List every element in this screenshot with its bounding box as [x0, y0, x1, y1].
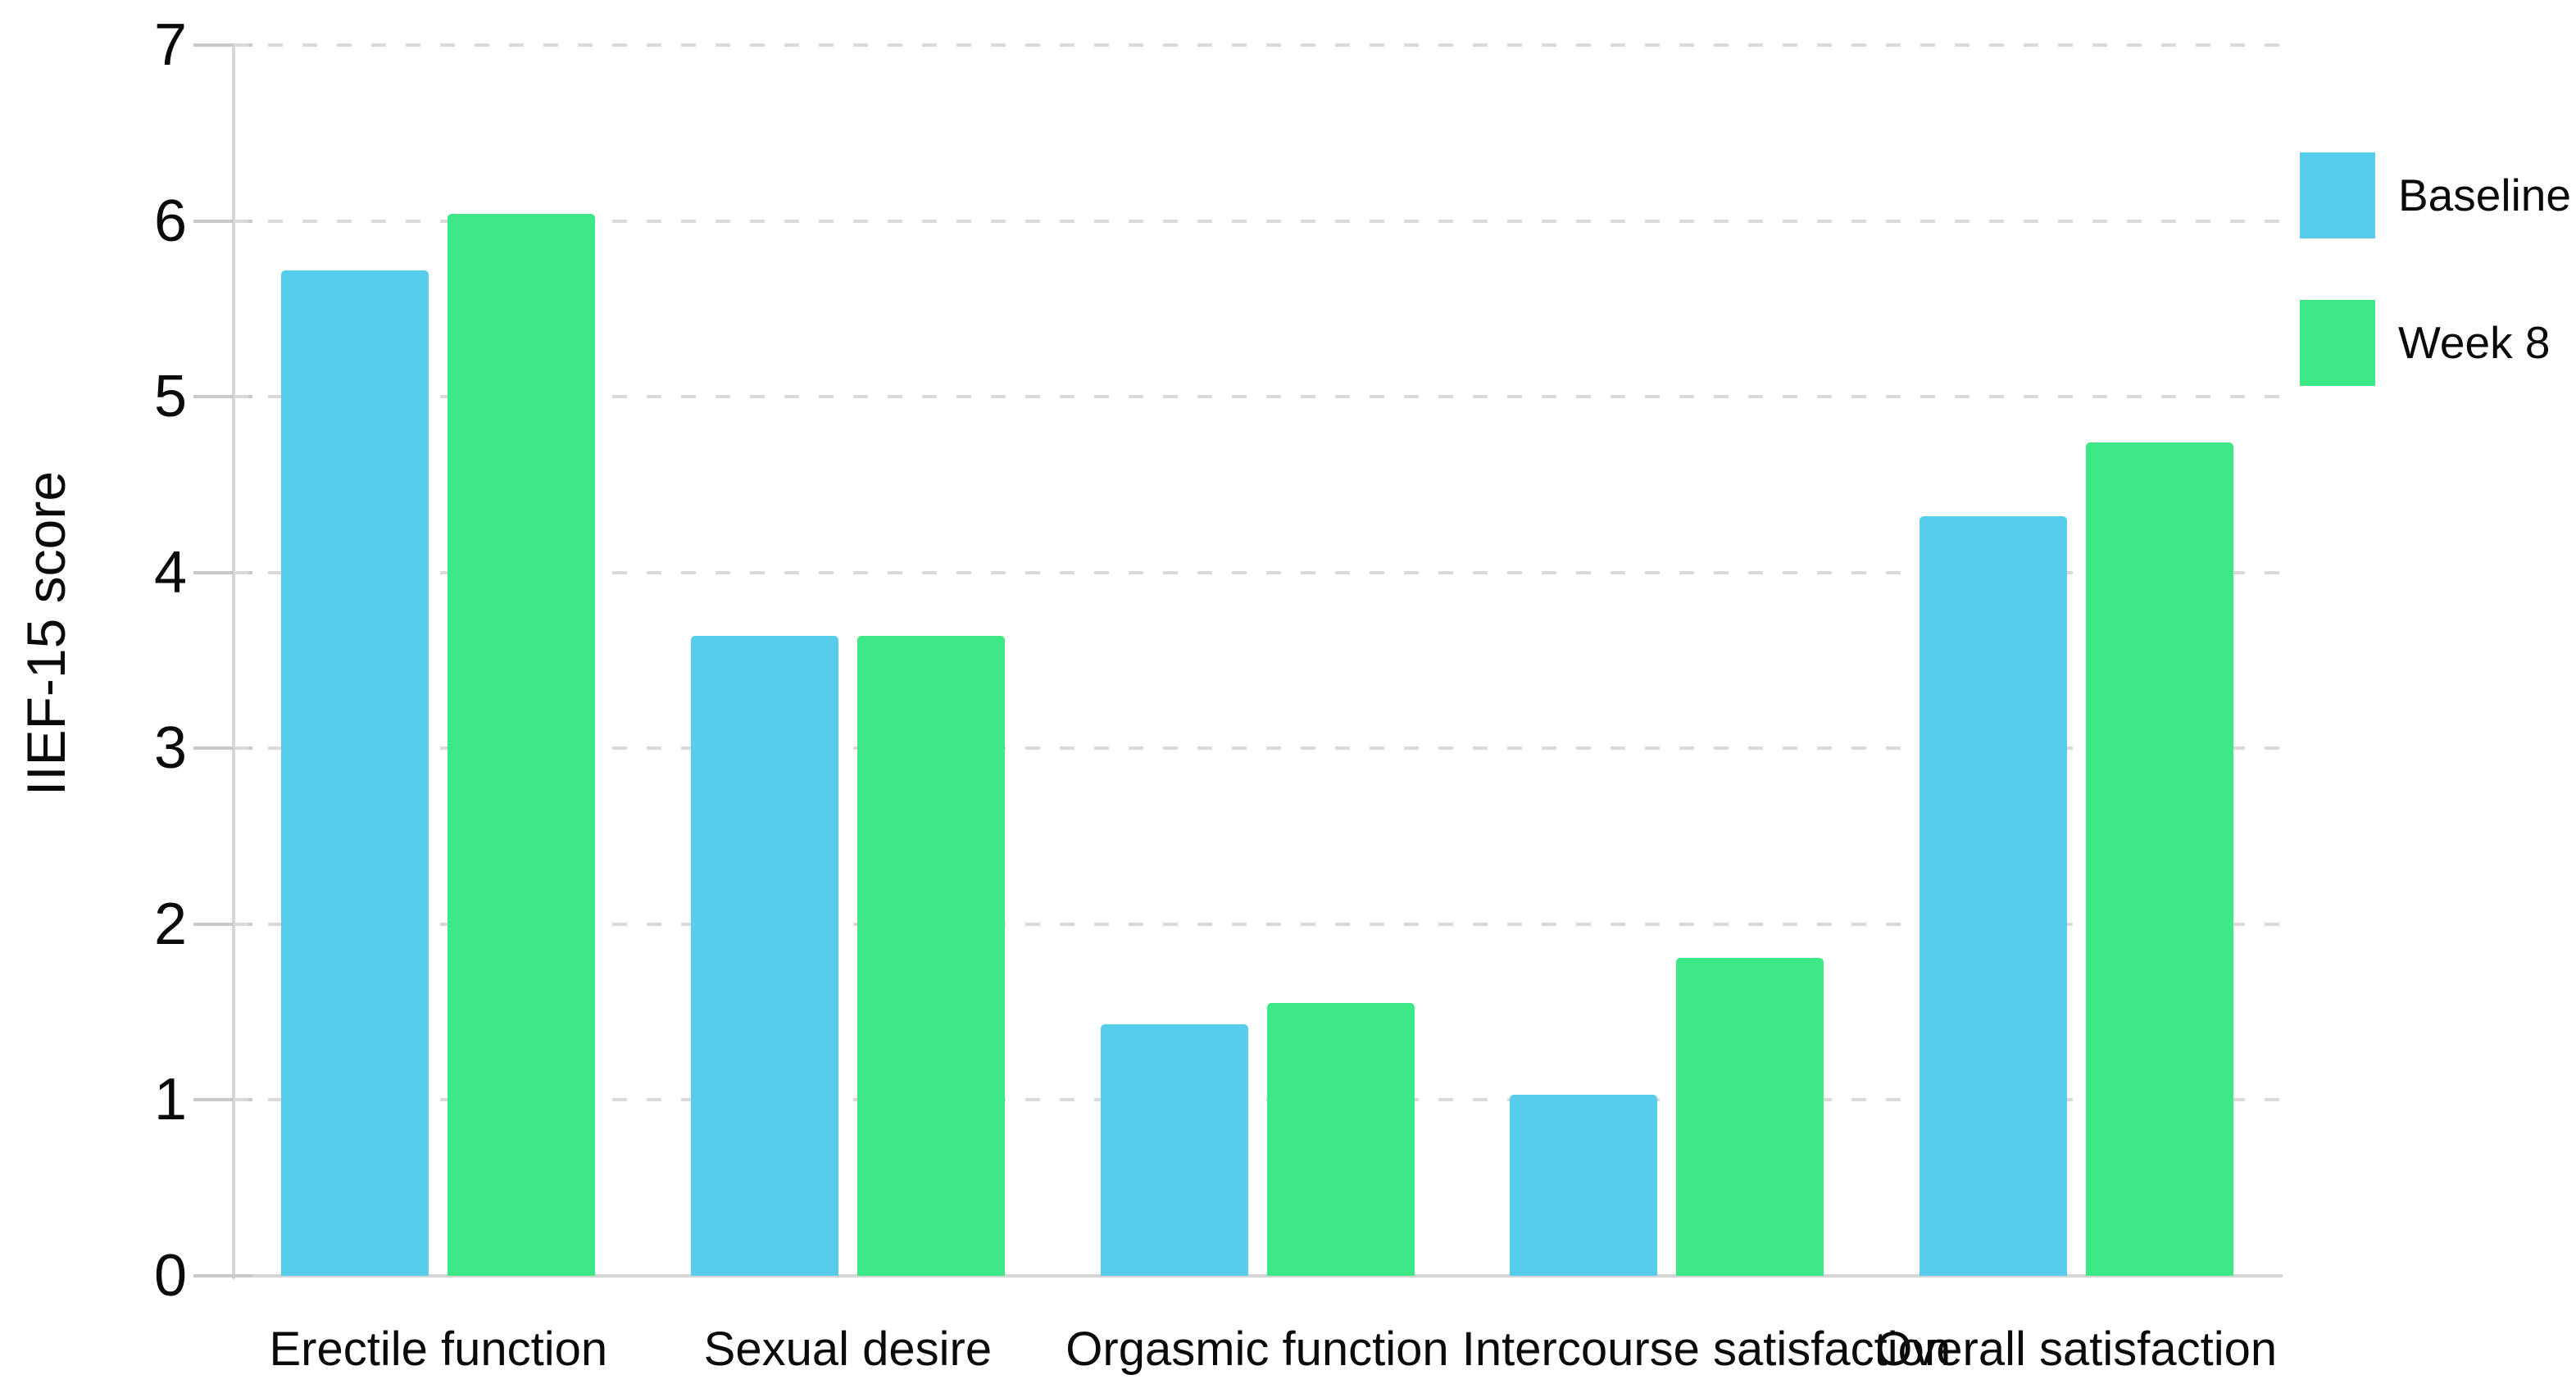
x-axis-line: [232, 1274, 2283, 1277]
y-tick-3: [193, 746, 252, 751]
y-tick-label-3: 3: [153, 715, 187, 782]
y-axis-line: [232, 45, 235, 1279]
bar-week-8-orgasmic-function: [1266, 1003, 1415, 1276]
bar-week-8-intercourse-satisfaction: [1676, 957, 1824, 1276]
x-label-overall-satisfaction: Overall satisfaction: [1875, 1323, 2278, 1376]
gridline-2: [234, 922, 2281, 926]
legend-swatch-week-8: [2300, 300, 2375, 386]
gridline-3: [234, 746, 2281, 751]
y-tick-7: [193, 43, 252, 47]
gridline-7: [234, 43, 2281, 47]
x-label-orgasmic-function: Orgasmic function: [1065, 1323, 1449, 1376]
y-tick-label-6: 6: [153, 188, 187, 254]
bar-week-8-erectile-function: [448, 214, 596, 1276]
x-label-intercourse-satisfaction: Intercourse satisfaction: [1461, 1323, 1951, 1376]
gridline-1: [234, 1098, 2281, 1102]
gridline-6: [234, 219, 2281, 223]
bar-baseline-orgasmic-function: [1100, 1024, 1248, 1276]
y-tick-label-5: 5: [153, 364, 187, 430]
bar-baseline-intercourse-satisfaction: [1510, 1095, 1658, 1276]
legend-label-week-8: Week 8: [2398, 317, 2551, 368]
y-tick-label-4: 4: [153, 539, 187, 606]
y-tick-label-0: 0: [153, 1243, 187, 1309]
gridline-5: [234, 395, 2281, 399]
gridline-4: [234, 570, 2281, 574]
y-tick-5: [193, 395, 252, 399]
y-tick-4: [193, 570, 252, 574]
gridlines-layer: [234, 43, 2281, 1276]
y-tick-6: [193, 219, 252, 223]
y-tick-label-2: 2: [153, 891, 187, 957]
legend-item-week-8: Week 8: [2300, 300, 2550, 386]
legend-label-baseline: Baseline: [2398, 170, 2571, 220]
bar-baseline-sexual-desire: [690, 635, 838, 1276]
plot-area: [234, 43, 2281, 1276]
bar-baseline-overall-satisfaction: [1919, 516, 2067, 1276]
bars-layer: [234, 45, 2281, 1276]
y-tick-1: [193, 1098, 252, 1102]
y-tick-label-7: 7: [153, 12, 187, 78]
bar-baseline-erectile-function: [281, 270, 429, 1276]
bar-week-8-sexual-desire: [856, 635, 1005, 1276]
bar-week-8-overall-satisfaction: [2085, 442, 2233, 1276]
legend-swatch-baseline: [2300, 152, 2375, 238]
y-tick-2: [193, 922, 252, 926]
y-tick-label-1: 1: [153, 1067, 187, 1133]
x-label-erectile-function: Erectile function: [269, 1323, 608, 1376]
y-tick-0: [193, 1274, 252, 1277]
x-label-sexual-desire: Sexual desire: [703, 1323, 993, 1376]
legend-item-baseline: Baseline: [2300, 152, 2571, 238]
